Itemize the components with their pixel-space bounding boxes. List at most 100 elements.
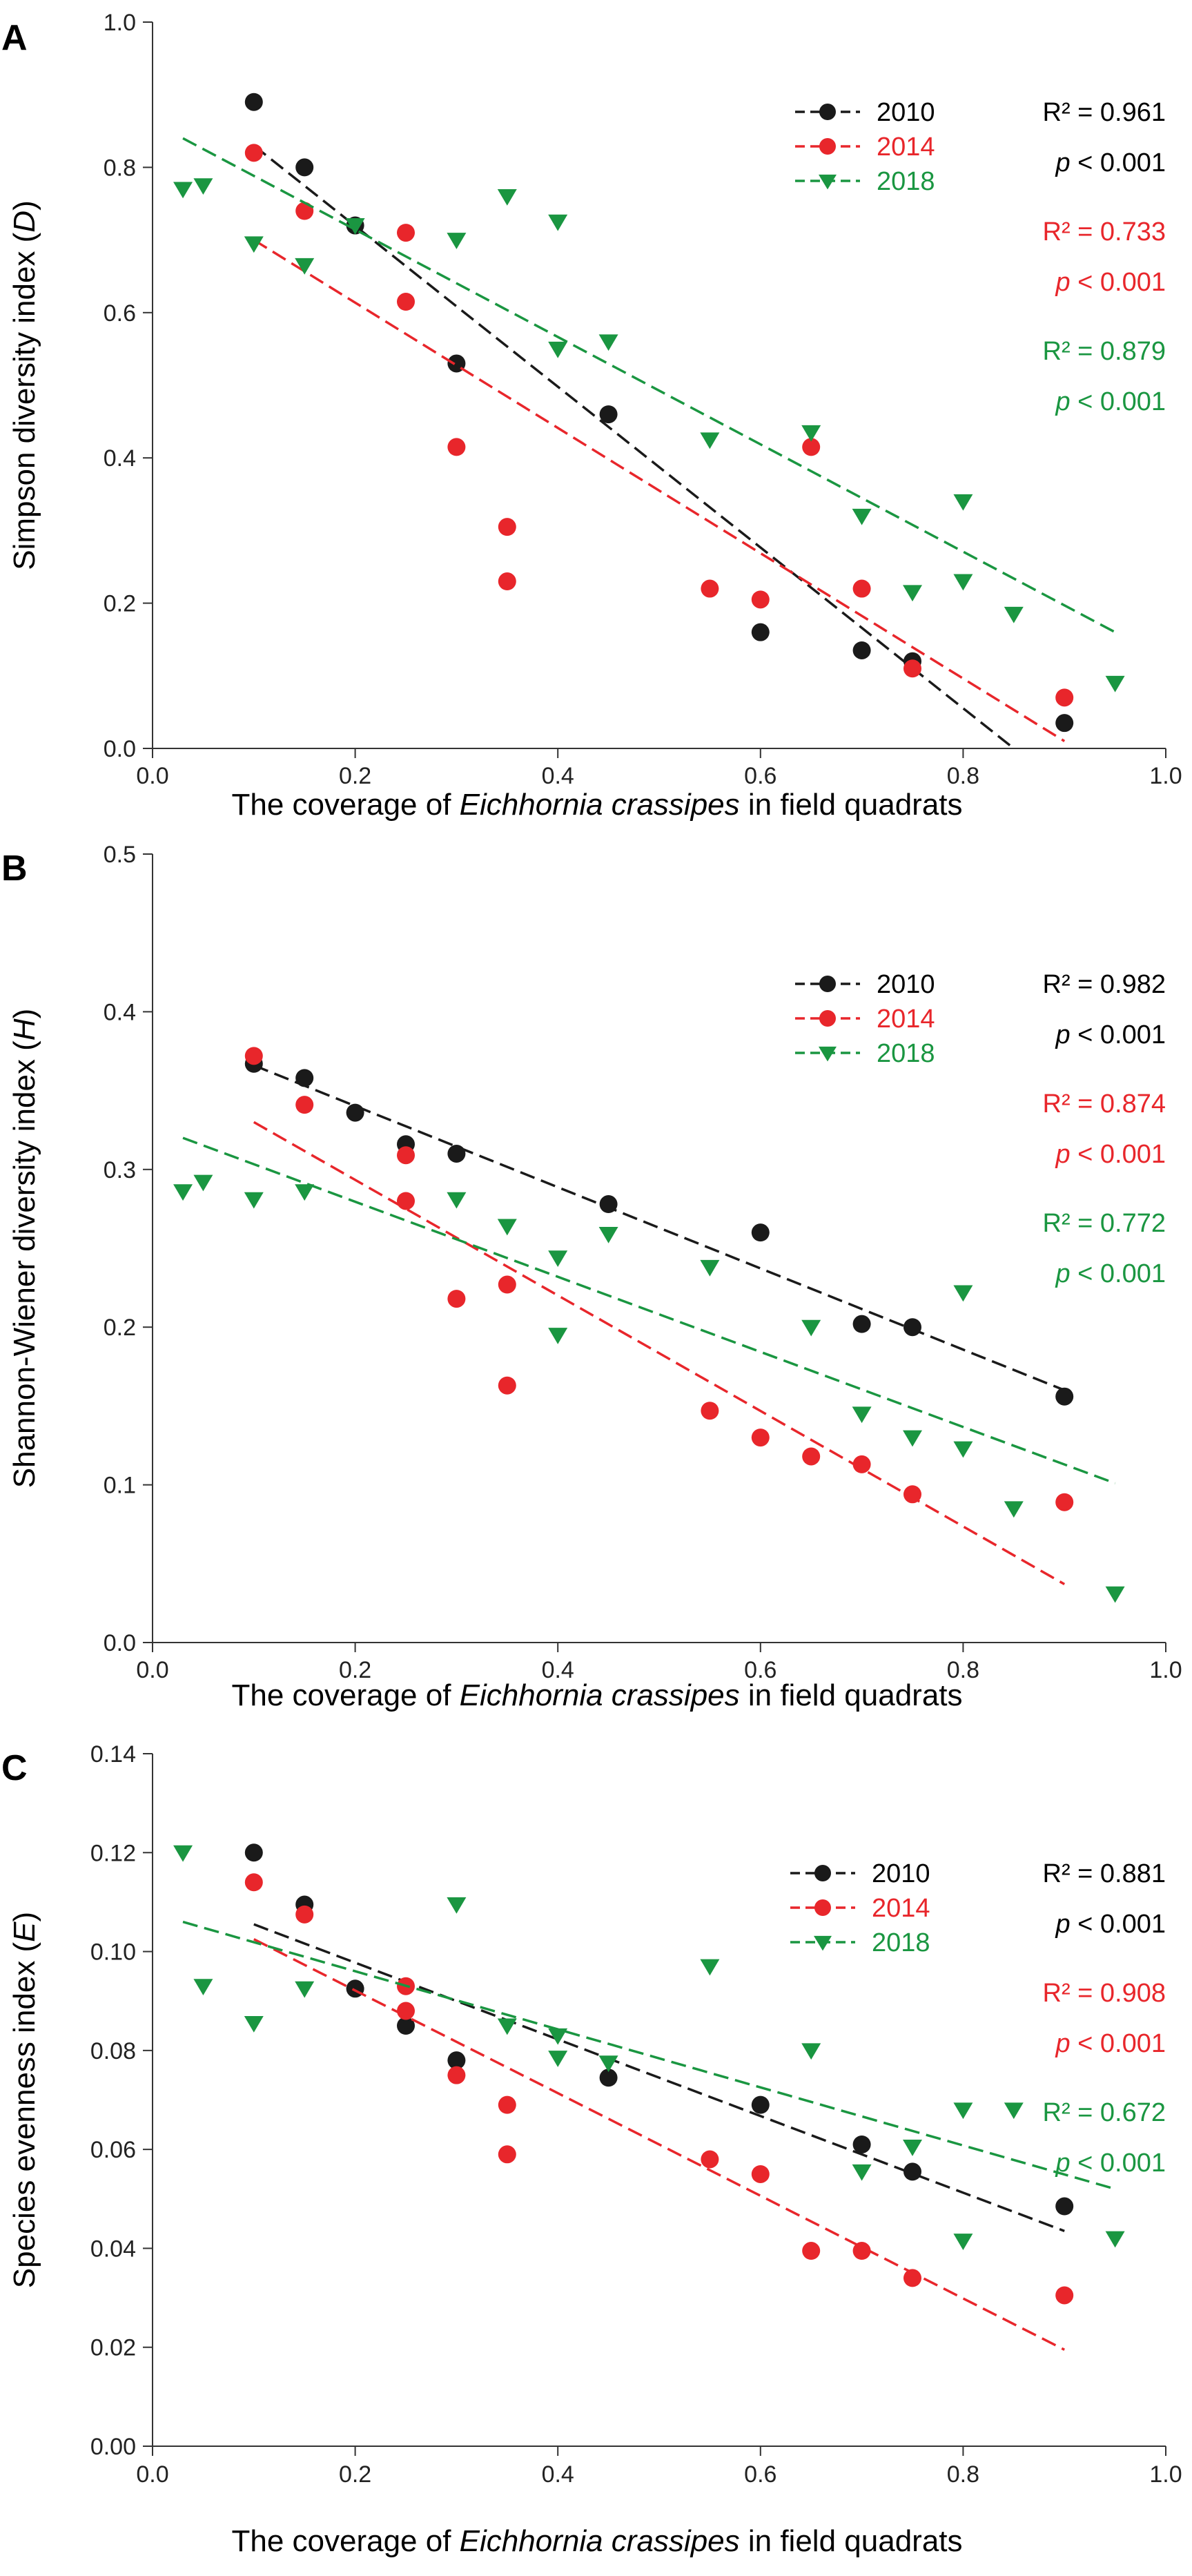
x-tick-label: 0.2	[339, 2461, 371, 2488]
data-point-2010	[295, 158, 314, 177]
legend-label-2018: 2018	[872, 1928, 930, 1957]
x-tick-label: 0.4	[542, 763, 574, 789]
data-point-2018	[193, 178, 213, 195]
data-point-2014	[701, 579, 719, 598]
x-axis-title-part: in field quadrats	[740, 788, 963, 822]
data-point-2014	[852, 579, 871, 598]
legend-label-2018: 2018	[877, 1039, 935, 1068]
r-squared-2018: R² = 0.879	[1043, 337, 1166, 366]
data-point-2018	[173, 182, 193, 199]
p-value-2018: p < 0.001	[1055, 2149, 1166, 2178]
regression-line-2014	[253, 1121, 1066, 1586]
legend-label-2014: 2014	[872, 1894, 930, 1923]
data-point-2018	[700, 1259, 720, 1277]
y-tick-label: 0.10	[90, 1939, 136, 1966]
data-point-2010	[903, 2162, 921, 2181]
data-point-2018	[497, 2018, 517, 2035]
data-point-2018	[497, 1219, 517, 1236]
data-point-2014	[244, 1873, 263, 1892]
p-value-2010: p < 0.001	[1055, 1020, 1166, 1049]
y-tick-label: 0.02	[90, 2335, 136, 2361]
data-point-2010	[852, 641, 871, 659]
data-point-2014	[397, 1146, 415, 1165]
y-axis-title-part: Species evenness index (	[8, 1941, 41, 2288]
data-point-2018	[953, 1441, 973, 1458]
data-point-2014	[397, 2002, 415, 2020]
y-tick-label: 0.06	[90, 2137, 136, 2163]
p-value-2010: p < 0.001	[1055, 148, 1166, 177]
data-point-2018	[1004, 1501, 1024, 1518]
data-point-2010	[852, 1315, 871, 1333]
data-point-2010	[244, 93, 263, 111]
p-symbol: p	[1055, 268, 1070, 297]
legend-marker-2010	[814, 1865, 831, 1881]
data-point-2018	[295, 1184, 315, 1201]
data-point-2014	[903, 659, 921, 678]
x-axis-title-part: The coverage of	[231, 1678, 459, 1712]
data-point-2018	[345, 218, 365, 235]
x-axis-title-part: The coverage of	[231, 2524, 459, 2558]
y-tick-label: 0.0	[104, 1630, 136, 1656]
legend-label-2014: 2014	[877, 133, 935, 162]
data-point-2010	[447, 2051, 466, 2070]
data-point-2010	[751, 2095, 770, 2114]
p-threshold: < 0.001	[1071, 1020, 1166, 1049]
data-point-2018	[852, 508, 872, 525]
y-tick-label: 0.0	[104, 736, 136, 762]
data-point-2010	[295, 1069, 314, 1087]
data-point-2018	[295, 1981, 315, 1998]
y-tick-label: 0.6	[104, 300, 136, 327]
p-symbol: p	[1055, 1910, 1070, 1939]
data-point-2014	[802, 2242, 821, 2260]
y-tick-label: 0.04	[90, 2236, 136, 2262]
data-point-2018	[173, 1184, 193, 1201]
y-axis-title-part: )	[8, 1912, 41, 1922]
p-threshold: < 0.001	[1071, 268, 1166, 297]
y-axis-title: Simpson diversity index (D)	[8, 200, 41, 570]
data-point-2018	[801, 425, 821, 442]
y-axis-title: Shannon-Wiener diversity index (H)	[8, 1009, 41, 1489]
r-squared-2010: R² = 0.982	[1043, 970, 1166, 999]
p-threshold: < 0.001	[1071, 148, 1166, 177]
x-axis-title-part: in field quadrats	[740, 2524, 963, 2558]
data-point-2018	[852, 1406, 872, 1424]
data-point-2018	[1105, 675, 1125, 693]
y-axis-title-part: Simpson diversity index (	[8, 232, 41, 570]
data-point-2014	[295, 1905, 314, 1924]
p-value-2014: p < 0.001	[1055, 268, 1166, 297]
legend-marker-2018	[819, 174, 837, 190]
data-point-2014	[852, 2242, 871, 2260]
x-tick-label: 0.2	[339, 763, 371, 789]
legend-marker-2018	[814, 1935, 832, 1951]
legend-marker-2014	[814, 1899, 831, 1916]
y-tick-label: 0.8	[104, 155, 136, 181]
r-squared-2014: R² = 0.908	[1043, 1979, 1166, 2008]
data-point-2018	[903, 2140, 922, 2156]
x-axis-title-species: Eichhornia crassipes	[460, 2524, 740, 2558]
data-point-2014	[397, 1192, 415, 1210]
x-tick-label: 0.6	[744, 2461, 776, 2488]
x-tick-label: 0.6	[744, 1657, 776, 1683]
series-2018	[173, 1845, 1125, 2250]
x-tick-label: 0.0	[136, 2461, 168, 2488]
x-axis-title: The coverage of Eichhornia crassipes in …	[231, 1678, 962, 1712]
data-point-2014	[397, 293, 415, 311]
series-2014	[244, 1873, 1074, 2351]
data-point-2014	[751, 2165, 770, 2183]
x-axis-title-part: in field quadrats	[740, 1678, 963, 1712]
x-axis-title-species: Eichhornia crassipes	[460, 1678, 740, 1712]
data-point-2018	[700, 1959, 720, 1976]
data-point-2014	[1055, 1493, 1074, 1511]
y-tick-label: 0.12	[90, 1840, 136, 1866]
data-point-2010	[1055, 2197, 1074, 2216]
x-tick-label: 0.6	[744, 763, 776, 789]
data-point-2014	[295, 202, 314, 220]
data-point-2018	[598, 334, 618, 351]
x-tick-label: 0.4	[542, 2461, 574, 2488]
panel-letter: A	[1, 18, 28, 58]
data-point-2018	[447, 233, 467, 249]
data-point-2018	[193, 1174, 213, 1192]
legend-marker-2010	[819, 104, 836, 120]
x-tick-label: 0.2	[339, 1657, 371, 1683]
data-point-2018	[953, 2102, 973, 2120]
